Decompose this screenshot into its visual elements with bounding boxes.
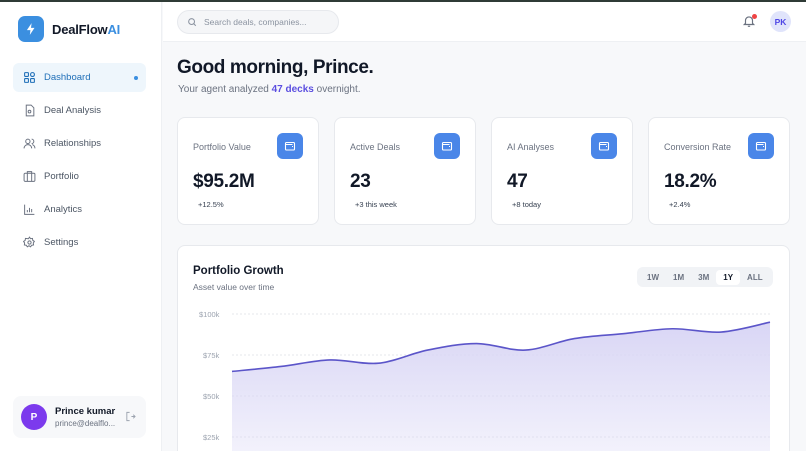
user-email: prince@dealflo... xyxy=(55,419,116,428)
topbar: PK xyxy=(163,2,806,42)
stat-delta: +12.5% xyxy=(198,200,224,209)
chart-subtitle: Asset value over time xyxy=(193,282,275,292)
page-title: Good morning, Prince. xyxy=(177,57,374,78)
area-chart xyxy=(231,313,771,451)
users-icon xyxy=(23,138,36,149)
wallet-icon xyxy=(434,133,460,159)
sidebar-item-label: Analytics xyxy=(44,204,83,215)
document-icon xyxy=(25,104,35,117)
portfolio-growth-chart: Portfolio Growth Asset value over time 1… xyxy=(177,245,790,451)
growth-line xyxy=(231,321,771,373)
stat-card-active-deals: Active Deals 23 +3 this week xyxy=(334,117,476,225)
logo[interactable]: DealFlowAI xyxy=(18,16,120,42)
user-card[interactable]: P Prince kumar prince@dealflo... xyxy=(13,396,146,438)
stat-value: 18.2% xyxy=(664,171,717,192)
active-indicator xyxy=(134,76,138,80)
stat-delta: +3 this week xyxy=(355,200,397,209)
y-tick: $75k xyxy=(203,351,220,360)
y-tick: $100k xyxy=(199,310,220,319)
avatar: P xyxy=(21,404,47,430)
stat-label: Portfolio Value xyxy=(193,142,251,152)
range-3m[interactable]: 3M xyxy=(698,272,710,282)
user-name: Prince kumar xyxy=(55,406,116,417)
stat-delta: +8 today xyxy=(512,200,541,209)
app-name: DealFlowAI xyxy=(52,21,121,37)
range-1m[interactable]: 1M xyxy=(673,272,685,282)
wallet-icon xyxy=(277,133,303,159)
range-all[interactable]: ALL xyxy=(747,272,763,282)
sidebar-item-analytics[interactable]: Analytics xyxy=(13,195,146,224)
stat-card-conversion-rate: Conversion Rate 18.2% +2.4% xyxy=(648,117,790,225)
chart-title: Portfolio Growth xyxy=(193,265,284,277)
sidebar-item-label: Dashboard xyxy=(44,72,91,83)
gear-icon xyxy=(23,236,36,248)
sidebar-item-portfolio[interactable]: Portfolio xyxy=(13,162,146,191)
sidebar-item-relationships[interactable]: Relationships xyxy=(13,129,146,158)
sidebar-item-label: Relationships xyxy=(44,138,102,149)
sidebar-item-settings[interactable]: Settings xyxy=(13,228,146,257)
stat-value: 23 xyxy=(350,171,371,192)
sidebar-item-deal-analysis[interactable]: Deal Analysis xyxy=(13,96,146,125)
stat-card-ai-analyses: AI Analyses 47 +8 today xyxy=(491,117,633,225)
user-avatar[interactable]: PK xyxy=(770,11,791,32)
range-selector: 1W 1M 3M 1Y ALL xyxy=(637,267,773,287)
y-tick: $25k xyxy=(203,433,220,442)
area-fill xyxy=(232,322,770,451)
bell-icon[interactable] xyxy=(742,14,756,28)
wallet-icon xyxy=(748,133,774,159)
sidebar: DealFlowAI Dashboard Deal Analysis Relat… xyxy=(0,2,162,451)
sidebar-nav: Dashboard Deal Analysis Relationships Po… xyxy=(13,63,146,261)
lightning-icon xyxy=(18,16,44,42)
stat-value: 47 xyxy=(507,171,528,192)
y-tick: $50k xyxy=(203,392,220,401)
wallet-icon xyxy=(591,133,617,159)
logout-icon[interactable] xyxy=(125,411,136,422)
dashboard-icon xyxy=(24,72,35,83)
stat-label: Conversion Rate xyxy=(664,142,732,152)
briefcase-icon xyxy=(23,171,36,182)
bar-chart-icon xyxy=(24,204,35,215)
search-icon xyxy=(188,18,197,27)
stat-label: Active Deals xyxy=(350,142,401,152)
decks-count: 47 decks xyxy=(271,84,314,95)
stat-value: $95.2M xyxy=(193,171,255,192)
search-bar[interactable] xyxy=(177,10,339,34)
search-input[interactable] xyxy=(204,17,324,27)
stat-card-portfolio-value: Portfolio Value $95.2M +12.5% xyxy=(177,117,319,225)
sidebar-item-label: Deal Analysis xyxy=(44,105,102,116)
sidebar-item-label: Settings xyxy=(44,237,79,248)
sidebar-item-label: Portfolio xyxy=(44,171,79,182)
range-1w[interactable]: 1W xyxy=(647,272,659,282)
stat-delta: +2.4% xyxy=(669,200,691,209)
range-1y[interactable]: 1Y xyxy=(716,269,741,285)
sidebar-item-dashboard[interactable]: Dashboard xyxy=(13,63,146,92)
stat-label: AI Analyses xyxy=(507,142,555,152)
page-subtitle: Your agent analyzed 47 decks overnight. xyxy=(178,84,361,95)
notification-badge xyxy=(752,14,757,19)
